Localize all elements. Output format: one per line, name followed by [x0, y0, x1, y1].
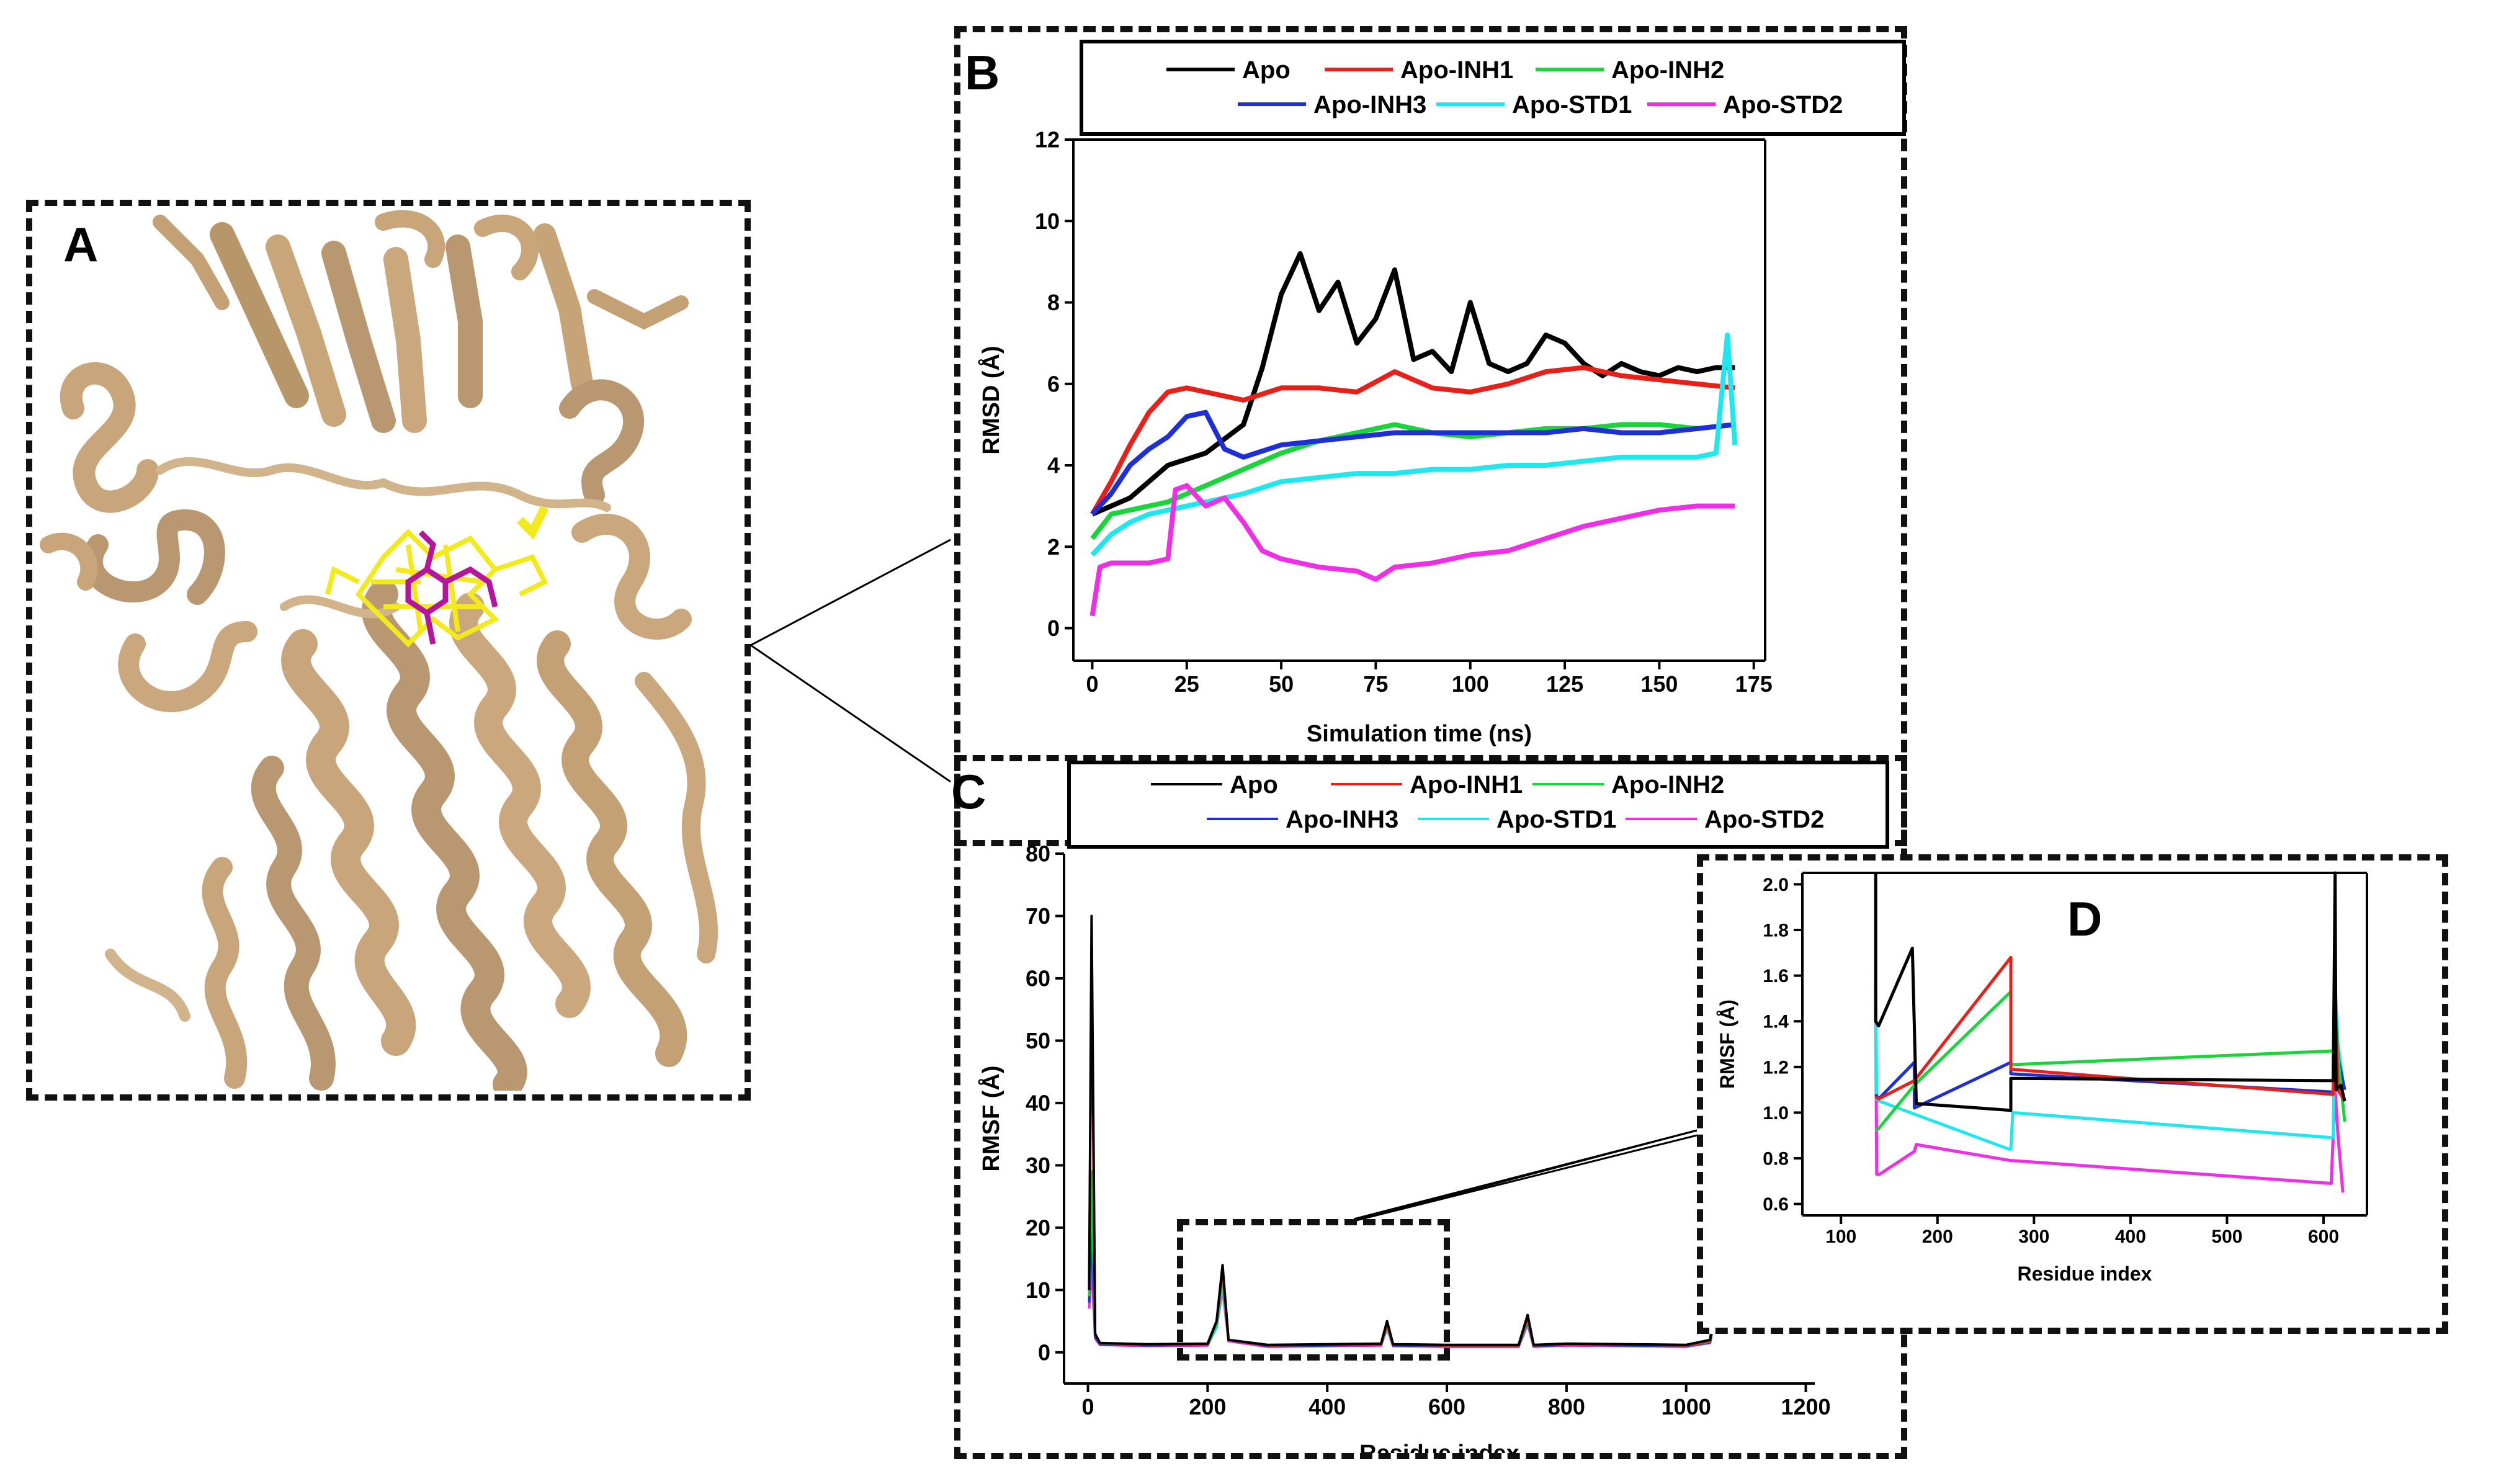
- binding-pocket: [325, 505, 549, 648]
- y-tick-label: 1.6: [1763, 966, 1789, 986]
- legend-label-apo: Apo: [1242, 56, 1291, 84]
- x-tick-label: 100: [1452, 671, 1489, 697]
- y-tick-label: 1.2: [1763, 1057, 1789, 1078]
- y-tick-label: 50: [1026, 1028, 1050, 1053]
- y-tick-label: 60: [1026, 966, 1050, 991]
- x-tick-label: 500: [2211, 1227, 2242, 1247]
- y-tick-label: 1.8: [1763, 921, 1789, 941]
- x-tick-label: 300: [2018, 1227, 2049, 1247]
- x-tick-label: 100: [1825, 1227, 1856, 1247]
- ligand-molecule: [405, 530, 498, 645]
- x-axis-label: Residue index: [2018, 1263, 2152, 1285]
- series-line-apo-std1: [1090, 333, 1738, 557]
- y-tick-label: 10: [1026, 1277, 1050, 1303]
- x-tick-label: 200: [1189, 1394, 1226, 1419]
- legend-c: [1067, 761, 1889, 849]
- series-line-apo-std2: [1874, 998, 2345, 1193]
- x-tick-label: 0: [1082, 1394, 1094, 1419]
- panel-a-frame: [26, 200, 751, 1101]
- rmsd-chart: 0 25 50 75 100 125 150 175 0 2 4 6 8 10 12 Simulation t…: [977, 56, 1843, 747]
- x-tick-label: 1200: [1781, 1394, 1830, 1419]
- legend-label-apo-std1: Apo-STD1: [1512, 91, 1632, 118]
- x-tick-label: 200: [1922, 1227, 1953, 1247]
- panel-a-letter: A: [63, 217, 99, 272]
- x-tick-label: 150: [1640, 671, 1678, 697]
- y-tick-label: 0.6: [1763, 1194, 1789, 1215]
- y-tick-label: 80: [1026, 841, 1050, 867]
- zoom-region-box: [1177, 1219, 1450, 1361]
- y-tick-label: 1.0: [1763, 1103, 1789, 1124]
- legend-label-apo-inh3: Apo-INH3: [1286, 806, 1398, 833]
- x-tick-label: 75: [1363, 671, 1388, 697]
- x-tick-label: 175: [1735, 671, 1773, 697]
- x-tick-label: 50: [1269, 671, 1294, 697]
- legend-label-apo-inh2: Apo-INH2: [1611, 56, 1724, 84]
- rmsf-zoom-chart: 100 200 300 400 500 600 0.6 0.8 1.0 1.2 1.4 1.6 1.8 2…: [1716, 871, 2368, 1285]
- y-tick-label: 40: [1026, 1090, 1050, 1115]
- y-tick-label: 20: [1026, 1215, 1050, 1240]
- protein-structure-image: [40, 210, 718, 1091]
- x-tick-label: 1000: [1662, 1394, 1711, 1419]
- y-tick-label: 4: [1047, 453, 1060, 478]
- legend-label-apo-inh1: Apo-INH1: [1410, 771, 1523, 798]
- legend-label-apo-inh2: Apo-INH2: [1611, 771, 1724, 798]
- series-line-apo: [1088, 914, 1716, 1346]
- x-tick-label: 0: [1086, 671, 1098, 697]
- protein-ribbon: [40, 210, 718, 1091]
- x-tick-label: 25: [1174, 671, 1199, 697]
- legend-label-apo-std2: Apo-STD2: [1704, 806, 1824, 833]
- legend-label-apo-inh1: Apo-INH1: [1400, 56, 1513, 84]
- y-tick-label: 1.4: [1763, 1012, 1789, 1032]
- y-tick-label: 2: [1047, 534, 1060, 560]
- series-line-apo: [1091, 251, 1735, 517]
- series-line-apo-inh2: [1090, 422, 1735, 540]
- legend-label-apo-std2: Apo-STD2: [1723, 91, 1843, 118]
- x-axis-label: Simulation time (ns): [1307, 721, 1532, 747]
- y-tick-label: 6: [1047, 371, 1060, 396]
- legend-b: [1080, 40, 1906, 136]
- series-line-apo-inh1: [1090, 365, 1735, 516]
- rmsf-chart: 0 200 400 600 800 1000 1200 0 10 20 30 40 50 60 70 80 Re…: [977, 771, 1831, 1453]
- x-tick-label: 400: [1308, 1394, 1346, 1419]
- x-tick-label: 125: [1546, 671, 1583, 697]
- panel-c-letter: C: [951, 764, 986, 819]
- panel-b-letter: B: [965, 45, 1000, 100]
- y-tick-label: 0: [1038, 1339, 1050, 1365]
- y-tick-label: 70: [1026, 903, 1050, 929]
- x-tick-label: 600: [2308, 1227, 2339, 1247]
- y-tick-label: 30: [1026, 1153, 1050, 1178]
- y-axis-label: RMSF (Å): [977, 1066, 1004, 1172]
- y-tick-label: 0.8: [1763, 1149, 1789, 1169]
- y-axis-label: RMSF (Å): [1716, 999, 1738, 1089]
- series-line-apo-std1: [1874, 980, 2345, 1151]
- y-tick-label: 8: [1047, 290, 1060, 315]
- series-line-apo-std2: [1089, 483, 1735, 617]
- y-tick-label: 12: [1035, 127, 1060, 153]
- panel-d-letter: D: [2067, 892, 2103, 946]
- x-axis-label: Residue index: [1359, 1441, 1519, 1453]
- series-line-apo-inh3: [1090, 409, 1735, 516]
- x-tick-label: 600: [1428, 1394, 1465, 1419]
- y-tick-label: 10: [1035, 208, 1060, 234]
- connector-c-d-top: [1353, 1129, 1698, 1222]
- series-line-apo-inh2: [1874, 990, 2346, 1132]
- x-tick-label: 400: [2115, 1227, 2146, 1247]
- y-tick-label: 0: [1047, 615, 1060, 641]
- series-line-apo-inh3: [1874, 1015, 2346, 1110]
- series-line-apo: [1874, 871, 2346, 1112]
- y-axis-label: RMSD (Å): [977, 346, 1004, 454]
- legend-label-apo-inh3: Apo-INH3: [1313, 91, 1426, 118]
- legend-label-apo: Apo: [1230, 771, 1278, 798]
- y-tick-label: 2.0: [1763, 875, 1789, 895]
- x-tick-label: 800: [1548, 1394, 1585, 1419]
- legend-label-apo-std1: Apo-STD1: [1496, 806, 1616, 833]
